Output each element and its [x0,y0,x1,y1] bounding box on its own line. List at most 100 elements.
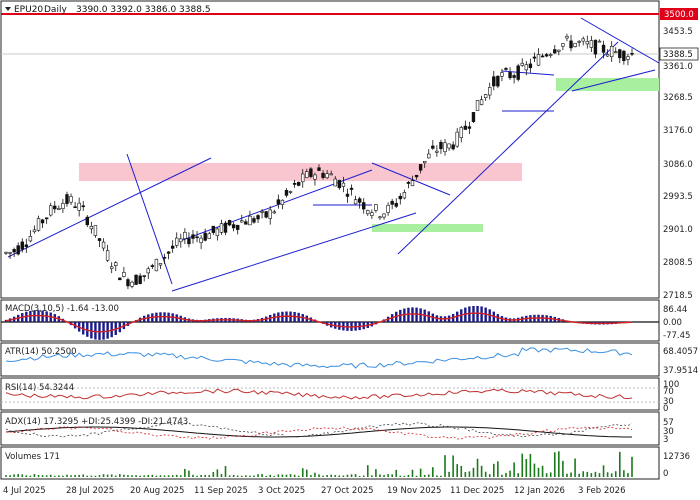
volume-bar [135,475,137,477]
candle-body [272,211,276,214]
volume-bar [395,469,398,477]
volume-tick-high: 12736 [663,452,690,462]
x-tick-2: 20 Aug 2025 [130,486,184,496]
volume-bar [452,455,454,477]
volume-bar [468,471,471,477]
volume-bars [5,451,633,477]
demand-zone-low [372,224,483,232]
candle-body [593,39,598,55]
candle-body [557,49,561,52]
volume-bar [407,474,410,477]
volume-bar [419,468,422,477]
volume-bar [273,475,276,477]
volume-bar [269,474,272,477]
candle-body [353,199,358,205]
volume-bar [261,474,263,477]
candle-body [622,50,626,62]
candle-body [398,195,402,200]
volume-bar [184,468,186,477]
symbol-dropdown-icon[interactable] [5,7,11,11]
volume-bar [342,475,345,477]
macd-bar [4,319,8,322]
volume-bar [123,474,125,477]
candle-body [406,181,411,184]
candle-body [170,245,175,249]
x-tick-4: 3 Oct 2025 [258,486,305,496]
volume-bar [533,463,536,477]
adx-panel [0,411,660,446]
volume-bar [566,473,568,477]
volume-bar [318,474,320,477]
candle-body [337,179,342,189]
volume-bar [200,474,202,477]
volume-bar [58,475,60,477]
candle-body [520,62,524,66]
volume-bar [391,474,393,477]
candle-body [488,87,492,96]
volume-bar [78,474,80,477]
volume-bar [606,472,609,477]
x-tick-9: 3 Feb 2026 [578,486,626,496]
candle-body [321,172,325,178]
volume-bar [387,474,389,477]
volume-bar [350,474,353,477]
adx-tick-3: 3 [663,435,668,445]
macd-bar [411,307,414,322]
volume-bar [354,474,357,477]
volume-title: Volumes 171 [5,452,60,462]
volume-bar [448,471,450,477]
volume-bar [188,470,190,477]
volume-bar [25,475,28,477]
candle-body [549,54,553,56]
volume-bar [208,475,211,477]
atr-tick-low: 37.9514 [663,366,698,376]
svg-text:2808.5: 2808.5 [663,258,693,268]
candle-body [219,223,224,233]
candle-body [341,182,346,187]
macd-bar [110,322,113,338]
candle-body [366,210,370,215]
volume-bar [505,472,507,477]
rsi-line [5,388,633,400]
svg-text:2901.0: 2901.0 [663,225,693,235]
chart-symbol[interactable]: EPU20 [14,5,43,15]
volume-bar [216,469,219,477]
candle-body [540,55,545,58]
volume-bar [33,474,36,477]
adx-tick-57: 57 [663,418,674,428]
rsi-tick-30: 30 [663,397,674,407]
volume-bar [582,471,585,477]
volume-bar [66,474,68,477]
candle-body [597,40,602,43]
candle-body [357,198,362,203]
svg-text:3268.5: 3268.5 [663,93,693,103]
candle-body [418,164,423,171]
candle-body [211,225,216,233]
candle-body [69,196,73,203]
candle-body [467,126,472,129]
candle-body [313,174,317,180]
macd-bar [468,306,471,322]
macd-bar [415,307,418,322]
price-axis: 3453.5 3361.0 3268.5 3176.0 3086.0 2993.… [663,27,693,301]
adx-line [5,426,632,438]
candle-body [264,211,268,218]
volume-bar [257,474,259,477]
candle-body [483,94,488,99]
candle-body [175,237,179,246]
rsi-tick-0: 0 [663,404,668,414]
volume-bar [338,475,341,477]
volume-bar [102,474,105,477]
macd-panel [0,299,660,342]
candle-body [394,203,398,207]
candle-body [325,173,329,179]
candle-body [20,241,24,250]
volume-bar [525,459,528,477]
candle-body [301,173,305,183]
volume-bar [301,468,304,477]
volume-bar [517,473,519,477]
candle-body [28,236,33,242]
volume-bar [602,465,605,477]
x-tick-6: 19 Nov 2025 [387,486,441,496]
